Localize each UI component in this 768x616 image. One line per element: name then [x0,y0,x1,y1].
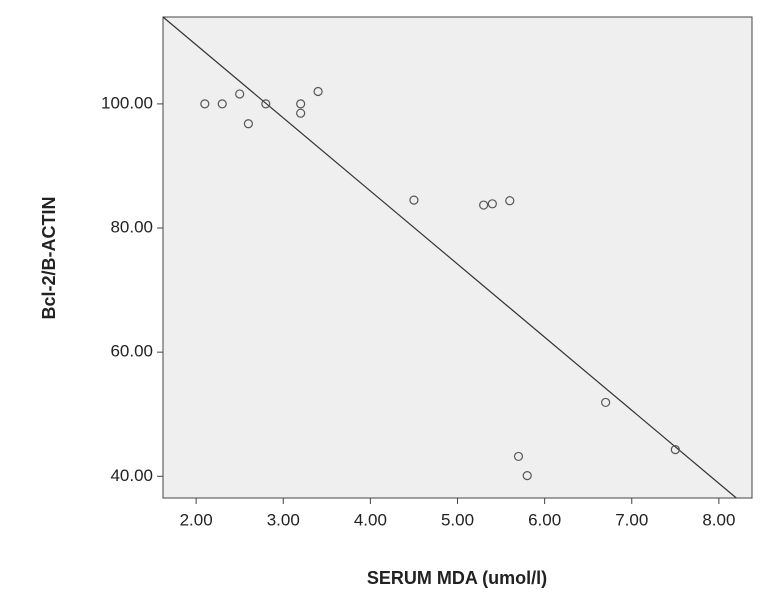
x-tick-label: 8.00 [702,510,735,529]
point [296,108,306,118]
point [487,199,497,209]
point [513,451,524,462]
x-tick-label: 7.00 [615,510,648,529]
x-axis-title: SERUM MDA (umol/l) [367,568,547,588]
point [522,471,532,481]
point [200,99,210,109]
point [217,99,227,109]
x-tick-label: 6.00 [528,510,561,529]
plot-area [162,16,753,499]
y-tick-label: 60.00 [110,342,153,361]
x-tick-label: 3.00 [267,510,300,529]
x-tick-label: 2.00 [180,510,213,529]
point [409,195,419,205]
point [479,200,489,210]
x-tick-label: 4.00 [354,510,387,529]
point [235,89,245,99]
point [296,99,306,109]
y-tick-label: 100.00 [101,93,153,112]
y-axis-title: Bcl-2/B-ACTIN [39,196,59,319]
point [505,196,515,206]
x-tick-label: 5.00 [441,510,474,529]
y-tick-label: 40.00 [110,466,153,485]
point [261,99,271,109]
point [243,119,253,129]
fit-line [162,16,737,499]
point [601,397,611,408]
point [670,444,680,455]
point [313,86,323,97]
y-tick-label: 80.00 [110,218,153,237]
